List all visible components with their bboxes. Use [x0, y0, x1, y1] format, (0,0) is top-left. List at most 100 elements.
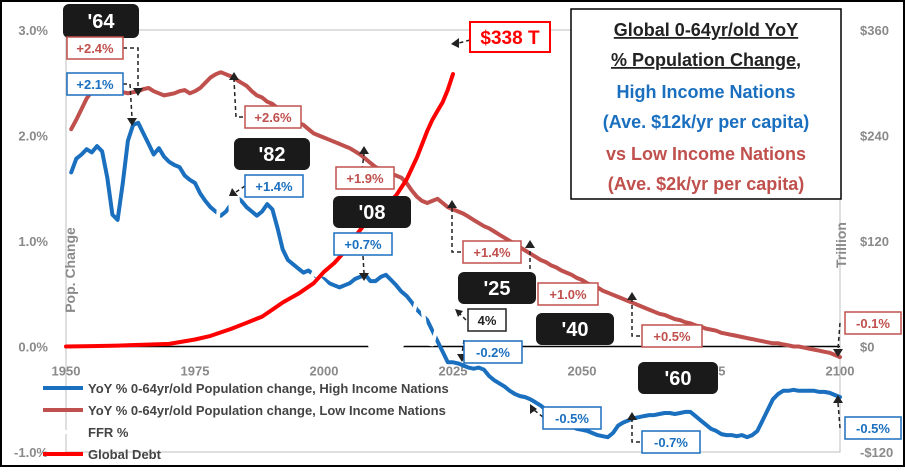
y-left-tick-label: -1.0% [14, 445, 48, 460]
y-right-tick-label: $360 [860, 23, 889, 38]
leader-40-high [533, 409, 544, 418]
x-tick-label: 2050 [568, 364, 597, 379]
arrowhead-82-low [229, 72, 239, 80]
era-box-64 [63, 4, 139, 38]
series-line-low-income [69, 70, 842, 360]
title-box: Global 0-64yr/old YoY % Population Chang… [570, 8, 842, 200]
y-axis-label-left: Pop. Change [62, 227, 78, 313]
arrowhead-08-low [359, 146, 369, 154]
era-label-08: '08 [358, 202, 385, 224]
title-frame [570, 8, 842, 200]
callout-low-3: +1.9% [346, 171, 384, 186]
arrowhead-debt [451, 38, 459, 48]
era-label-82: '82 [258, 144, 285, 166]
y-left-tick-label: 3.0% [18, 23, 48, 38]
callout-high-3: +0.7% [344, 237, 382, 252]
callout-low-7: -0.1% [856, 316, 890, 331]
callout-box-low-4 [462, 240, 522, 264]
callout-high-7: -0.5% [856, 421, 890, 436]
leader-82-high [235, 185, 246, 193]
arrowhead-60-high [627, 412, 637, 420]
arrowhead-2100-high [833, 395, 843, 403]
legend-label-high: YoY % 0-64yr/old Population change, High… [88, 381, 449, 396]
arrowhead-64-low [133, 88, 143, 96]
era-labels: '64 '82 '08 '25 '40 '60 [63, 4, 718, 394]
y-right-tick-label: $240 [860, 129, 889, 144]
leader-60-low [631, 300, 640, 337]
legend-label-debt: Global Debt [88, 447, 162, 462]
callout-box-high-6 [641, 430, 701, 454]
era-box-82 [234, 138, 310, 170]
era-label-40: '40 [561, 319, 588, 341]
legend: YoY % 0-64yr/old Population change, High… [43, 381, 449, 462]
x-tick-label: 2025 [439, 364, 468, 379]
y-left-tick-label: 0.0% [18, 340, 48, 355]
callout-low-1: +2.4% [76, 41, 114, 56]
callout-low-2: +2.6% [254, 110, 292, 125]
callout-debt: $338 T [480, 28, 540, 49]
callout-box-high-4 [463, 340, 523, 364]
callout-low-4: +1.4% [473, 245, 511, 260]
title-line-3: High Income Nations [616, 82, 795, 102]
arrowhead-82-high [229, 188, 238, 196]
series-layer [64, 70, 842, 440]
series-line-global-debt [64, 72, 455, 349]
callout-box-high-2 [244, 174, 304, 198]
y-right-tick-label: $0 [860, 340, 874, 355]
era-label-60: '60 [664, 368, 691, 390]
title-line-2: % Population Change, [611, 50, 801, 70]
arrowhead-25-low [447, 200, 457, 208]
callout-high-6: -0.7% [654, 435, 688, 450]
title-line-6: (Ave. $2k/yr per capita) [608, 174, 804, 194]
y-left-tick-label: 1.0% [18, 234, 48, 249]
title-line-1: Global 0-64yr/old YoY [614, 20, 798, 40]
leader-64-low [123, 47, 139, 88]
callout-high-2: +1.4% [255, 179, 293, 194]
callout-box-low-3 [335, 166, 395, 190]
callout-box-high-5 [542, 406, 602, 430]
leader-25-low [451, 208, 461, 253]
arrowhead-40-low [525, 240, 535, 248]
series-line-ffr [69, 96, 450, 349]
leader-60-high [631, 420, 640, 443]
arrowhead-40-high [530, 404, 537, 414]
arrowhead-2100-low [833, 349, 843, 357]
callout-box-low-7 [844, 311, 902, 335]
legend-label-low: YoY % 0-64yr/old Population change, Low … [88, 403, 446, 418]
y-right-tick-label: $120 [860, 234, 889, 249]
arrowhead-08-high [359, 273, 369, 281]
callout-high-5: -0.5% [555, 411, 589, 426]
leader-82-low [233, 79, 243, 118]
x-tick-label: 2000 [310, 364, 339, 379]
callout-box-high-1 [66, 72, 124, 96]
callout-box-low-5 [537, 282, 599, 306]
leader-debt [458, 39, 471, 44]
era-box-25 [458, 272, 536, 304]
y-left-tick-label: 2.0% [18, 129, 48, 144]
title-line-5: vs Low Income Nations [606, 144, 806, 164]
callout-arrowheads [127, 38, 843, 420]
callout-box-low-2 [244, 105, 302, 129]
callout-high-4: -0.2% [476, 345, 510, 360]
series-line-high-income [69, 120, 842, 440]
leader-64-high [123, 83, 133, 119]
callout-ffr: 4% [478, 313, 497, 328]
y-axis-label-right: Trillion [833, 222, 849, 268]
callout-box-ffr [467, 308, 507, 332]
callout-low-5: +1.0% [549, 287, 587, 302]
leader-2100-low [837, 322, 841, 350]
legend-label-ffr: FFR % [88, 425, 129, 440]
era-box-40 [536, 313, 614, 345]
era-label-64: '64 [87, 11, 115, 33]
callouts-low: +2.4% +2.6% +1.9% +1.4% +1.0% +0.5% -0.1… [66, 36, 902, 348]
x-tick-label: 1975 [181, 364, 210, 379]
callout-box-high-7 [844, 416, 902, 440]
callout-low-6: +0.5% [653, 329, 691, 344]
callout-box-high-3 [333, 232, 393, 256]
era-box-08 [333, 196, 411, 228]
callout-high-1: +2.1% [76, 77, 114, 92]
callout-box-low-1 [66, 36, 124, 60]
callouts-high: +2.1% +1.4% +0.7% -0.2% -0.5% -0.7% -0.5… [66, 72, 902, 454]
